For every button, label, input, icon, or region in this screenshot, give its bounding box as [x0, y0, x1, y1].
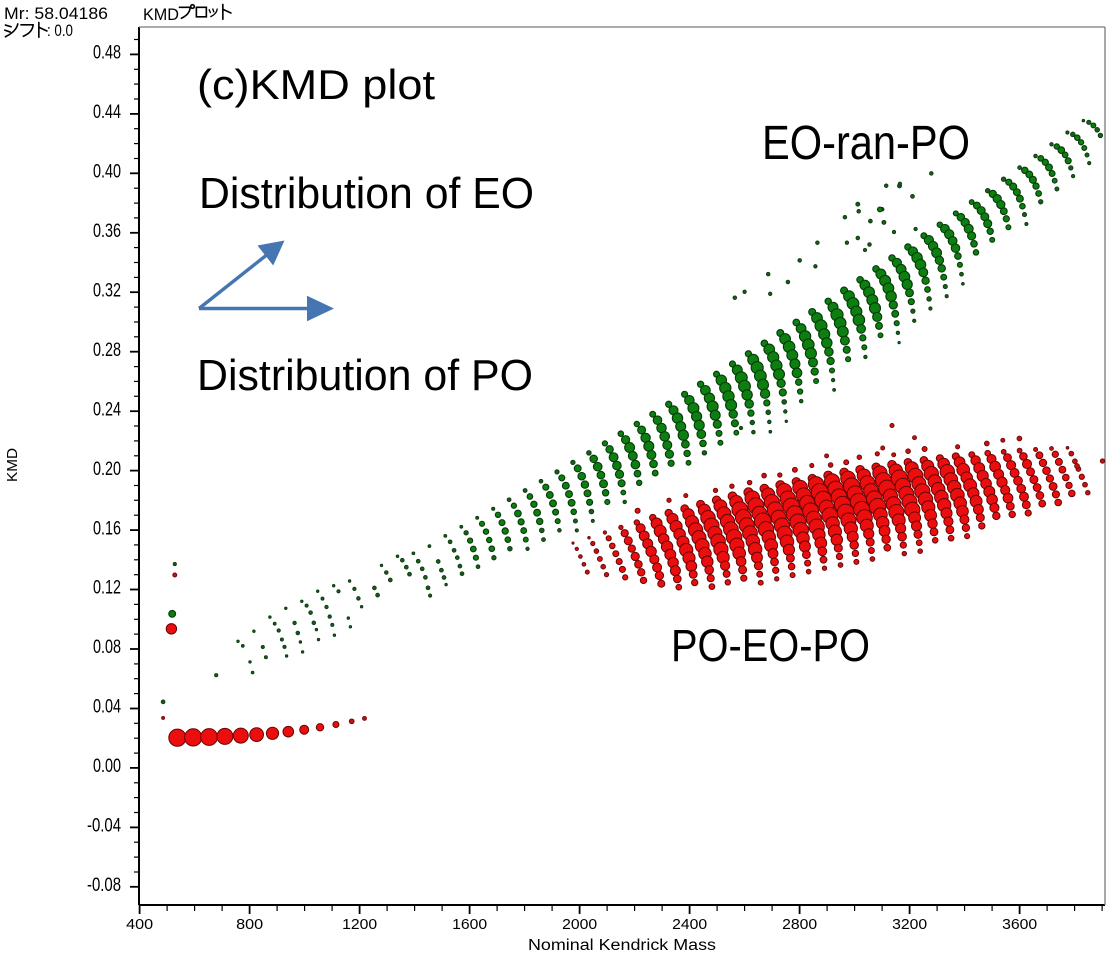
svg-text:0.24: 0.24 — [93, 399, 121, 420]
svg-text:3200: 3200 — [892, 917, 927, 933]
svg-text:400: 400 — [126, 917, 153, 933]
svg-text:800: 800 — [236, 917, 263, 933]
svg-text:2000: 2000 — [562, 917, 597, 933]
svg-text:2800: 2800 — [782, 917, 817, 933]
svg-text:Distribution of PO: Distribution of PO — [197, 351, 533, 400]
svg-text:-0.04: -0.04 — [87, 816, 121, 837]
svg-text:0.32: 0.32 — [93, 280, 121, 301]
svg-text:0.44: 0.44 — [93, 102, 121, 123]
svg-text:EO-ran-PO: EO-ran-PO — [762, 117, 970, 170]
svg-text:PO-EO-PO: PO-EO-PO — [671, 620, 870, 671]
svg-text:0.20: 0.20 — [93, 459, 121, 480]
svg-text:0.00: 0.00 — [93, 756, 121, 777]
svg-text:1200: 1200 — [342, 917, 377, 933]
svg-text:0.04: 0.04 — [93, 697, 121, 718]
svg-text:1600: 1600 — [452, 917, 487, 933]
svg-text:3600: 3600 — [1002, 917, 1037, 933]
svg-text:Distribution of EO: Distribution of EO — [199, 169, 534, 218]
svg-text:0.36: 0.36 — [93, 221, 121, 242]
svg-text:KMD: KMD — [4, 448, 21, 482]
svg-text:(c)KMD plot: (c)KMD plot — [197, 61, 435, 108]
svg-text:2400: 2400 — [672, 917, 707, 933]
svg-text:0.16: 0.16 — [93, 518, 121, 539]
svg-text:0.48: 0.48 — [93, 43, 121, 64]
svg-text:0.40: 0.40 — [93, 162, 121, 183]
svg-text:Mr: 58.04186: Mr: 58.04186 — [4, 4, 108, 23]
svg-text:KMD: KMD — [143, 5, 179, 24]
svg-text:0.08: 0.08 — [93, 637, 121, 658]
svg-text:-0.08: -0.08 — [87, 875, 121, 896]
svg-text:Nominal Kendrick Mass: Nominal Kendrick Mass — [528, 937, 716, 954]
svg-text:: 0.0: : 0.0 — [47, 21, 73, 40]
svg-text:0.12: 0.12 — [93, 578, 121, 599]
svg-text:0.28: 0.28 — [93, 340, 121, 361]
